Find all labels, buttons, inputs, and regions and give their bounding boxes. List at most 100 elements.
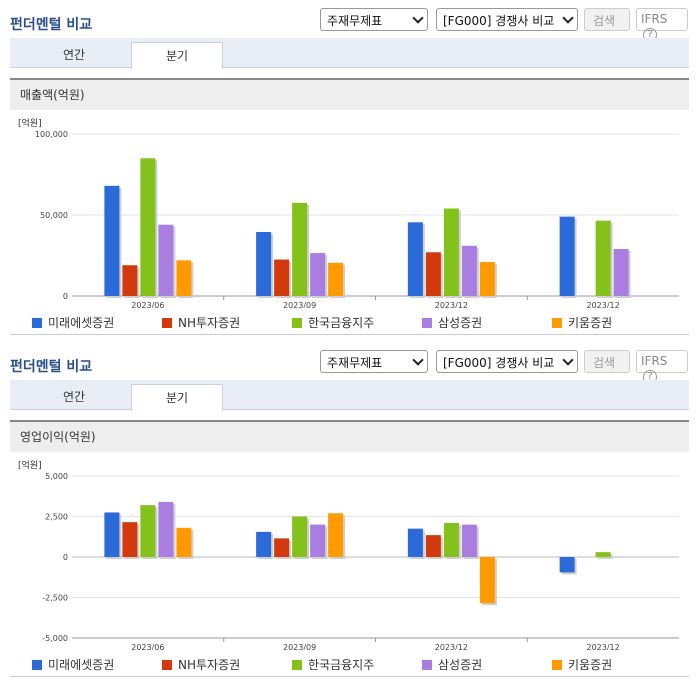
legend-label: NH투자증권 xyxy=(178,316,241,330)
bar[interactable] xyxy=(461,245,477,296)
legend-swatch xyxy=(422,660,432,670)
x-tick-label: 2023/09 xyxy=(283,301,316,308)
bar[interactable] xyxy=(407,528,423,557)
legend-swatch xyxy=(422,318,432,328)
bar[interactable] xyxy=(328,513,344,557)
legend-label: 미래에셋증권 xyxy=(48,316,115,330)
legend-label: 키움증권 xyxy=(568,658,613,672)
y-tick-label: 0 xyxy=(63,292,68,301)
bar[interactable] xyxy=(310,253,326,296)
legend-swatch xyxy=(552,318,562,328)
bar[interactable] xyxy=(274,538,290,557)
bar[interactable] xyxy=(122,265,138,296)
y-tick-label: 5,000 xyxy=(45,472,68,481)
tab-quarterly[interactable]: 분기 xyxy=(131,384,223,411)
bar[interactable] xyxy=(256,232,272,296)
x-tick-label: 2023/12 xyxy=(435,643,468,650)
revenue-panel: 펀더멘털 비교 주재무제표 [FG000] 경쟁사 비교 검색 IFRS? 연간… xyxy=(10,8,689,335)
bar[interactable] xyxy=(407,222,423,296)
bar[interactable] xyxy=(292,516,308,558)
legend-label: NH투자증권 xyxy=(178,658,241,672)
statement-select[interactable]: 주재무제표 xyxy=(320,350,428,373)
y-tick-label: 100,000 xyxy=(35,130,68,139)
chart-subtitle: 영업이익(억원) xyxy=(10,420,689,452)
bar[interactable] xyxy=(140,505,156,557)
operating-profit-panel: 펀더멘털 비교 주재무제표 [FG000] 경쟁사 비교 검색 IFRS? 연간… xyxy=(0,342,696,684)
tab-quarterly[interactable]: 분기 xyxy=(131,42,223,69)
legend-swatch xyxy=(292,318,302,328)
revenue-chart: [억원] 0 50,000 100,000 2023/06 2023/09 2023/12 2… xyxy=(18,117,679,308)
legend-item[interactable]: 삼성증권 xyxy=(422,314,482,331)
legend-item[interactable]: 미래에셋증권 xyxy=(32,656,114,673)
legend-label: 한국금융지주 xyxy=(308,658,375,672)
bar[interactable] xyxy=(256,531,272,557)
bar[interactable] xyxy=(274,259,290,296)
legend-item[interactable]: 한국금융지주 xyxy=(292,314,374,331)
chart-subtitle: 매출액(억원) xyxy=(10,78,689,110)
bar[interactable] xyxy=(425,535,441,557)
bar[interactable] xyxy=(158,224,174,296)
bar[interactable] xyxy=(104,185,120,296)
x-tick-label: 2023/09 xyxy=(283,643,316,650)
legend-item[interactable]: 한국금융지주 xyxy=(292,656,374,673)
legend-item[interactable]: 키움증권 xyxy=(552,656,612,673)
bar[interactable] xyxy=(443,208,459,296)
bar[interactable] xyxy=(443,522,459,557)
search-button[interactable]: 검색 xyxy=(584,350,630,373)
bar[interactable] xyxy=(613,249,629,296)
legend-label: 한국금융지주 xyxy=(308,316,375,330)
bar[interactable] xyxy=(425,252,441,296)
chevron-down-icon xyxy=(562,354,574,366)
bar[interactable] xyxy=(104,512,120,557)
y-tick-label: -2,500 xyxy=(42,594,68,603)
chart-legend: 미래에셋증권 NH투자증권 한국금융지주 삼성증권 키움증권 xyxy=(10,312,689,332)
chevron-down-icon xyxy=(412,12,424,24)
divider xyxy=(10,676,689,677)
legend-item[interactable]: NH투자증권 xyxy=(162,656,240,673)
x-tick-label: 2023/12 xyxy=(587,643,620,650)
search-button[interactable]: 검색 xyxy=(584,8,630,31)
statement-select[interactable]: 주재무제표 xyxy=(320,8,428,31)
x-tick-label: 2023/12 xyxy=(587,301,620,308)
bar[interactable] xyxy=(595,552,611,557)
legend-item[interactable]: 삼성증권 xyxy=(422,656,482,673)
y-tick-label: 50,000 xyxy=(40,211,68,220)
legend-label: 키움증권 xyxy=(568,316,613,330)
legend-label: 미래에셋증권 xyxy=(48,658,115,672)
bar[interactable] xyxy=(479,261,495,296)
bar[interactable] xyxy=(461,524,477,557)
bar[interactable] xyxy=(176,527,192,557)
bar[interactable] xyxy=(559,557,575,573)
legend-item[interactable]: 미래에셋증권 xyxy=(32,314,114,331)
bar[interactable] xyxy=(559,216,575,296)
bar[interactable] xyxy=(140,158,156,296)
peer-select[interactable]: [FG000] 경쟁사 비교 xyxy=(436,350,578,373)
legend-label: 삼성증권 xyxy=(438,658,483,672)
ifrs-button[interactable]: IFRS? xyxy=(636,8,688,42)
bar[interactable] xyxy=(122,522,138,557)
bar[interactable] xyxy=(595,220,611,296)
tab-annual[interactable]: 연간 xyxy=(62,390,86,404)
legend-swatch xyxy=(162,318,172,328)
x-tick-label: 2023/12 xyxy=(435,301,468,308)
chevron-down-icon xyxy=(412,354,424,366)
bar[interactable] xyxy=(479,557,495,604)
legend-item[interactable]: 키움증권 xyxy=(552,314,612,331)
divider xyxy=(10,334,689,335)
legend-item[interactable]: NH투자증권 xyxy=(162,314,240,331)
legend-label: 삼성증권 xyxy=(438,316,483,330)
chevron-down-icon xyxy=(562,12,574,24)
ifrs-label: IFRS xyxy=(641,354,668,368)
bar[interactable] xyxy=(310,524,326,557)
bar[interactable] xyxy=(158,501,174,557)
legend-swatch xyxy=(32,660,42,670)
y-tick-label: 0 xyxy=(63,553,68,562)
bar[interactable] xyxy=(176,260,192,296)
tab-annual[interactable]: 연간 xyxy=(62,48,86,62)
peer-select[interactable]: [FG000] 경쟁사 비교 xyxy=(436,8,578,31)
statement-select-value: 주재무제표 xyxy=(327,14,383,28)
bar[interactable] xyxy=(328,262,344,296)
bar[interactable] xyxy=(292,202,308,296)
ifrs-button[interactable]: IFRS? xyxy=(636,350,688,384)
panel-header: 펀더멘털 비교 주재무제표 [FG000] 경쟁사 비교 검색 IFRS? xyxy=(0,342,696,384)
